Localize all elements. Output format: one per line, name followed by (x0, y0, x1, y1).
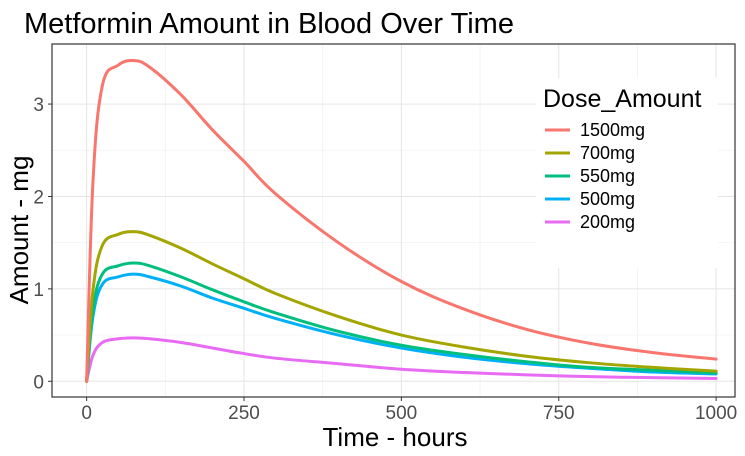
y-tick-label: 0 (33, 372, 44, 393)
legend-label-200mg: 200mg (580, 212, 635, 232)
x-tick-label: 500 (386, 403, 418, 424)
plot-panel: 0 250 500 750 1000 0 1 2 3 (33, 43, 737, 424)
legend-background (536, 78, 718, 268)
chart-title: Metformin Amount in Blood Over Time (24, 8, 514, 40)
panel-border (51, 43, 736, 398)
legend: Dose_Amount 1500mg 700mg 550mg 500mg 200mg (536, 78, 718, 268)
legend-label-1500mg: 1500mg (580, 120, 645, 140)
x-tick-label: 750 (543, 403, 575, 424)
series-line-1500mg (85, 59, 718, 383)
x-tick-label: 1000 (695, 403, 737, 424)
y-tick-label: 1 (33, 280, 44, 301)
legend-label-500mg: 500mg (580, 189, 635, 209)
series-line-200mg (85, 336, 718, 383)
legend-label-700mg: 700mg (580, 143, 635, 163)
legend-title: Dose_Amount (543, 85, 701, 113)
series-line-700mg (85, 230, 718, 383)
x-tick-label: 0 (81, 403, 92, 424)
y-tick-label: 2 (33, 187, 44, 208)
series-line-550mg (85, 261, 718, 383)
y-axis-title: Amount - mg (4, 156, 34, 305)
legend-label-550mg: 550mg (580, 166, 635, 186)
series-line-500mg (85, 272, 718, 383)
x-tick-label: 250 (228, 403, 260, 424)
x-axis-title: Time - hours (323, 422, 468, 452)
y-tick-label: 3 (33, 95, 44, 116)
